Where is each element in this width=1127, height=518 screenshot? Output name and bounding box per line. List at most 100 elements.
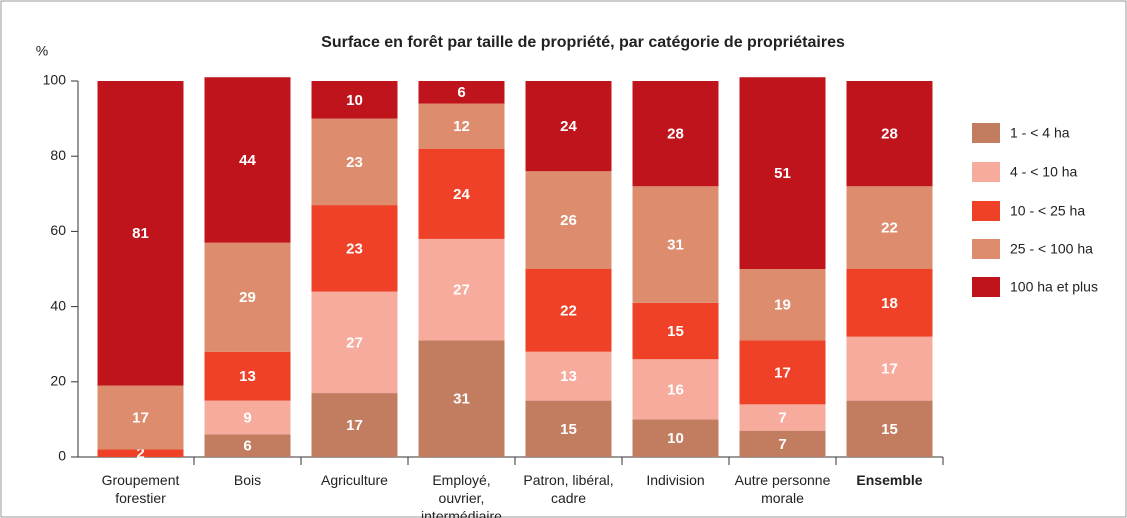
bar-segment — [739, 340, 826, 405]
value-label: 10 — [346, 92, 363, 109]
x-tick-label: Ensemble — [856, 472, 923, 488]
value-label: 7 — [778, 436, 786, 453]
value-label: 6 — [457, 84, 465, 101]
value-label: 81 — [132, 225, 149, 242]
y-tick-label: 0 — [58, 448, 66, 464]
value-label: 22 — [881, 220, 898, 237]
value-label: 31 — [453, 391, 470, 408]
value-label: 31 — [667, 237, 684, 254]
x-tick-label: Indivision — [646, 472, 705, 488]
legend-swatch — [972, 123, 1000, 143]
bar-segment — [418, 81, 505, 104]
bar-segment — [846, 81, 933, 187]
value-label: 6 — [243, 438, 251, 455]
bar-segment — [739, 269, 826, 341]
value-label: 26 — [560, 212, 577, 229]
bar-segment — [632, 302, 719, 360]
value-label: 17 — [881, 361, 898, 378]
value-label: 24 — [453, 186, 470, 203]
bar-segment — [525, 171, 612, 269]
bar-segment — [204, 77, 291, 243]
bar-segment — [525, 400, 612, 457]
legend-swatch — [972, 201, 1000, 221]
legend-label: 100 ha et plus — [1010, 279, 1098, 295]
value-label: 15 — [560, 421, 577, 438]
value-label: 17 — [774, 364, 791, 381]
value-label: 51 — [774, 165, 791, 182]
value-label: 16 — [667, 381, 684, 398]
bar-segment — [311, 205, 398, 292]
bar-segment — [632, 81, 719, 187]
value-label: 24 — [560, 118, 577, 135]
value-label: 28 — [667, 126, 684, 143]
legend-label: 25 - < 100 ha — [1010, 241, 1093, 257]
x-tick-label: Employé, ouvrier, intermédiaire — [421, 472, 502, 518]
bar-segment — [418, 238, 505, 341]
bar-segment — [632, 359, 719, 420]
y-tick-label: 100 — [43, 72, 67, 88]
bar-segment — [204, 351, 291, 401]
value-label: 29 — [239, 289, 256, 306]
bar-segment — [739, 404, 826, 431]
bar-segment — [846, 336, 933, 401]
bar-segment — [632, 186, 719, 303]
legend-swatch — [972, 162, 1000, 182]
value-label: 19 — [774, 297, 791, 314]
bar-segment — [204, 242, 291, 352]
value-label: 17 — [346, 417, 363, 434]
x-tick-label: Autre personne morale — [734, 472, 831, 506]
value-label: 2 — [136, 445, 144, 462]
bar-segment — [418, 148, 505, 239]
value-label: 13 — [560, 368, 577, 385]
legend-label: 10 - < 25 ha — [1010, 203, 1085, 219]
value-label: 27 — [453, 282, 470, 299]
y-tick-label: 20 — [50, 373, 66, 389]
x-tick-label: Groupement forestier — [101, 472, 180, 506]
x-tick-label: Agriculture — [321, 472, 388, 488]
bar-segment — [739, 430, 826, 457]
bar-segment — [204, 434, 291, 457]
value-label: 12 — [453, 118, 470, 135]
legend-swatch — [972, 239, 1000, 259]
bar-segment — [311, 81, 398, 119]
bar-segment — [311, 118, 398, 206]
value-label: 7 — [778, 409, 786, 426]
value-label: 23 — [346, 240, 363, 257]
value-label: 28 — [881, 126, 898, 143]
bar-segment — [846, 186, 933, 269]
value-label: 10 — [667, 430, 684, 447]
bar-segment — [632, 419, 719, 457]
legend-label: 4 - < 10 ha — [1010, 164, 1078, 180]
bar-segment — [311, 291, 398, 394]
value-label: 18 — [881, 295, 898, 312]
bar-segment — [525, 269, 612, 352]
bar-segment — [97, 449, 184, 457]
value-label: 13 — [239, 368, 256, 385]
bar-segment — [846, 400, 933, 457]
value-label: 44 — [239, 152, 256, 169]
value-label: 15 — [881, 421, 898, 438]
bar-segment — [311, 393, 398, 457]
y-tick-label: 80 — [50, 147, 66, 163]
legend-label: 1 - < 4 ha — [1010, 125, 1070, 141]
bar-segment — [97, 81, 184, 386]
bar-segment — [97, 385, 184, 450]
bar-segment — [525, 351, 612, 401]
value-label: 9 — [243, 409, 251, 426]
bar-segment — [846, 269, 933, 337]
value-label: 23 — [346, 154, 363, 171]
value-label: 17 — [132, 409, 149, 426]
bar-segment — [525, 81, 612, 172]
bar-segment — [418, 340, 505, 457]
x-tick-label: Bois — [233, 472, 262, 488]
legend-swatch — [972, 277, 1000, 297]
y-axis-label: % — [36, 43, 48, 59]
bar-segment — [739, 77, 826, 270]
y-tick-label: 60 — [50, 222, 66, 238]
bar-segment — [418, 103, 505, 149]
value-label: 22 — [560, 302, 577, 319]
value-label: 15 — [667, 323, 684, 340]
